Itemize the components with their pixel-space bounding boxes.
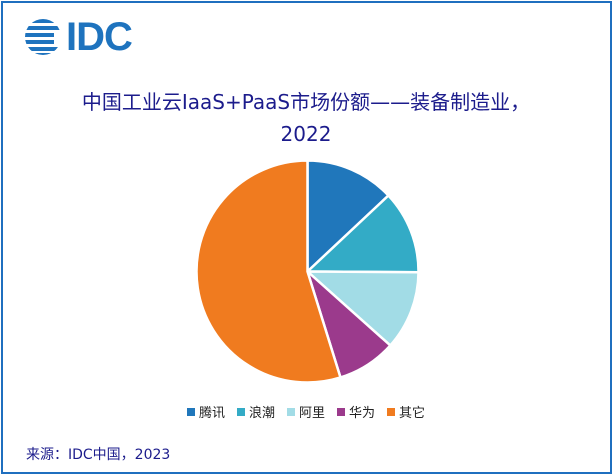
legend-label: 腾讯 xyxy=(198,406,225,421)
chart-title: 中国工业云IaaS+PaaS市场份额——装备制造业， 2022 xyxy=(0,86,612,150)
legend-swatch xyxy=(286,407,295,416)
legend-swatch xyxy=(337,407,345,416)
legend-item: 华为 xyxy=(337,402,375,421)
legend-label: 华为 xyxy=(349,406,376,421)
source-note: 来源：IDC中国，2023 xyxy=(26,447,171,463)
legend-label: 阿里 xyxy=(298,406,325,421)
idc-logo: IDC xyxy=(24,15,133,59)
pie-slice-5 xyxy=(195,159,343,384)
globe-icon xyxy=(25,19,61,55)
legend-item: 浪潮 xyxy=(236,402,275,421)
legend-item: 其它 xyxy=(387,402,425,421)
chart-title-line1: 中国工业云IaaS+PaaS市场份额——装备制造业， xyxy=(81,90,531,114)
pie-slice-2 xyxy=(304,193,420,274)
logo-text: IDC xyxy=(66,15,133,59)
chart-title-line2: 2022 xyxy=(280,122,332,146)
legend-swatch xyxy=(236,407,245,416)
legend-item: 腾讯 xyxy=(186,402,225,421)
legend: 腾讯 浪潮 阿里 华为 其它 xyxy=(0,402,612,421)
pie-slice-3 xyxy=(304,270,420,348)
legend-item: 阿里 xyxy=(286,402,325,421)
legend-label: 其它 xyxy=(399,406,426,421)
pie-slice-1 xyxy=(306,159,391,275)
legend-swatch xyxy=(387,407,396,416)
legend-label: 浪潮 xyxy=(248,406,275,421)
legend-swatch xyxy=(186,407,195,416)
